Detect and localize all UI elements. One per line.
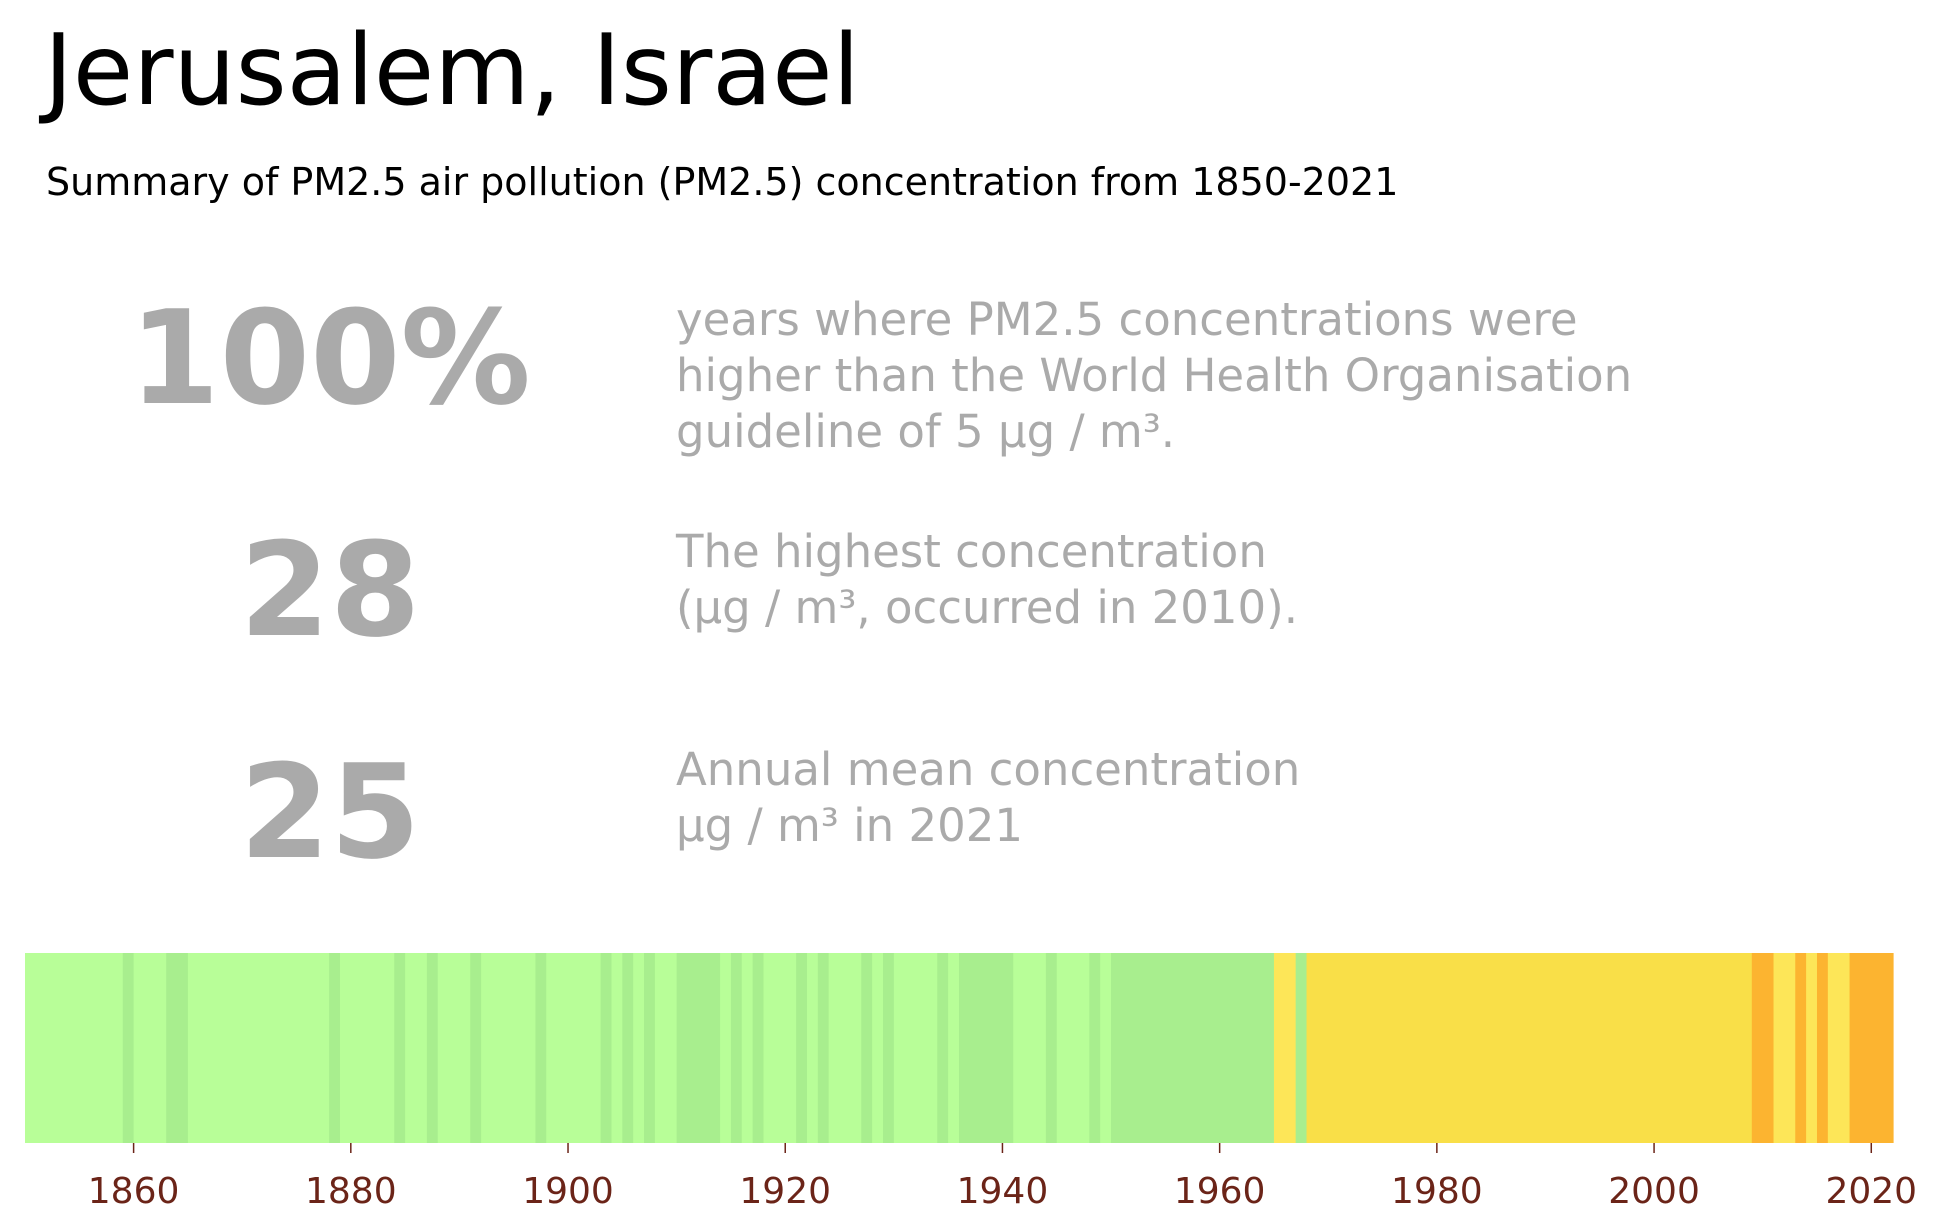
- stat-value-years-above-guideline: 100%: [129, 282, 531, 434]
- stripe-2016: [1827, 953, 1851, 1143]
- stripe-1929: [882, 953, 895, 1143]
- stripe-2018: [1849, 953, 1894, 1143]
- stripe-1891: [470, 953, 482, 1143]
- stripe-1922: [806, 953, 819, 1143]
- stripe-2013: [1795, 953, 1807, 1143]
- x-tick-label: 1980: [1391, 1171, 1483, 1212]
- stripe-1878: [329, 953, 341, 1143]
- stripe-1903: [600, 953, 613, 1143]
- stat-line: higher than the World Health Organisatio…: [676, 349, 1633, 402]
- stripe-1928: [872, 953, 884, 1143]
- stripe-1917: [752, 953, 765, 1143]
- stripe-1904: [611, 953, 623, 1143]
- page-title: Jerusalem, Israel: [44, 14, 860, 128]
- stripe-1945: [1056, 953, 1090, 1143]
- stripe-1923: [817, 953, 830, 1143]
- stripe-1934: [937, 953, 949, 1143]
- stripe-1968: [1306, 953, 1753, 1143]
- stripe-1905: [622, 953, 634, 1143]
- stripe-1906: [633, 953, 645, 1143]
- stripe-1927: [861, 953, 873, 1143]
- x-tick-label: 1880: [305, 1171, 397, 1212]
- stripe-1897: [535, 953, 547, 1143]
- stripe-1892: [481, 953, 537, 1143]
- stripe-1949: [1100, 953, 1112, 1143]
- x-tick-label: 1940: [957, 1171, 1049, 1212]
- stripe-1863: [166, 953, 189, 1143]
- stripe-1918: [763, 953, 797, 1143]
- stripe-1948: [1089, 953, 1101, 1143]
- stripe-1888: [437, 953, 471, 1143]
- x-tick-label: 2020: [1825, 1171, 1917, 1212]
- stat-line: (µg / m³, occurred in 2010).: [676, 581, 1299, 634]
- stat-line: Annual mean concentration: [676, 743, 1301, 796]
- x-tick-label: 1960: [1174, 1171, 1266, 1212]
- stripe-1879: [339, 953, 395, 1143]
- stripe-1924: [828, 953, 862, 1143]
- stripe-2014: [1806, 953, 1818, 1143]
- stat-description-annual-mean: Annual mean concentration µg / m³ in 202…: [676, 742, 1300, 854]
- stripe-1941: [1013, 953, 1047, 1143]
- stat-line: µg / m³ in 2021: [676, 799, 1023, 852]
- stripe-1908: [654, 953, 678, 1143]
- stripe-1950: [1111, 953, 1275, 1143]
- stat-line: years where PM2.5 concentrations were: [676, 293, 1578, 346]
- stripe-1967: [1295, 953, 1308, 1143]
- stripe-1910: [676, 953, 721, 1143]
- x-tick-label: 1900: [522, 1171, 614, 1212]
- stripe-1859: [122, 953, 135, 1143]
- stripe-1936: [959, 953, 1014, 1143]
- stripe-1860: [133, 953, 167, 1143]
- stripe-1850: [25, 953, 124, 1143]
- stat-description-years-above-guideline: years where PM2.5 concentrations were hi…: [676, 292, 1632, 460]
- x-tick-label: 1920: [739, 1171, 831, 1212]
- stat-description-highest-concentration: The highest concentration (µg / m³, occu…: [676, 524, 1298, 636]
- stripe-2009: [1751, 953, 1775, 1143]
- stat-value-annual-mean: 25: [239, 736, 421, 888]
- stat-value-highest-concentration: 28: [239, 514, 421, 666]
- stripe-1885: [405, 953, 428, 1143]
- x-tick-label: 2000: [1608, 1171, 1700, 1212]
- x-tick-label: 1860: [88, 1171, 180, 1212]
- stripe-1865: [187, 953, 330, 1143]
- stripe-1921: [796, 953, 808, 1143]
- stripe-2011: [1773, 953, 1796, 1143]
- stripe-1935: [948, 953, 960, 1143]
- stripe-1965: [1273, 953, 1297, 1143]
- stripe-1914: [720, 953, 732, 1143]
- stripe-1907: [644, 953, 656, 1143]
- stripe-1898: [546, 953, 602, 1143]
- stat-line: guideline of 5 µg / m³.: [676, 405, 1176, 458]
- stripe-1884: [394, 953, 406, 1143]
- stripe-1887: [426, 953, 439, 1143]
- page-subtitle: Summary of PM2.5 air pollution (PM2.5) c…: [46, 160, 1399, 204]
- stripe-1944: [1045, 953, 1058, 1143]
- stat-line: The highest concentration: [676, 525, 1267, 578]
- stripe-1930: [893, 953, 938, 1143]
- stripe-1916: [741, 953, 754, 1143]
- stripe-1915: [730, 953, 743, 1143]
- stripe-2015: [1816, 953, 1829, 1143]
